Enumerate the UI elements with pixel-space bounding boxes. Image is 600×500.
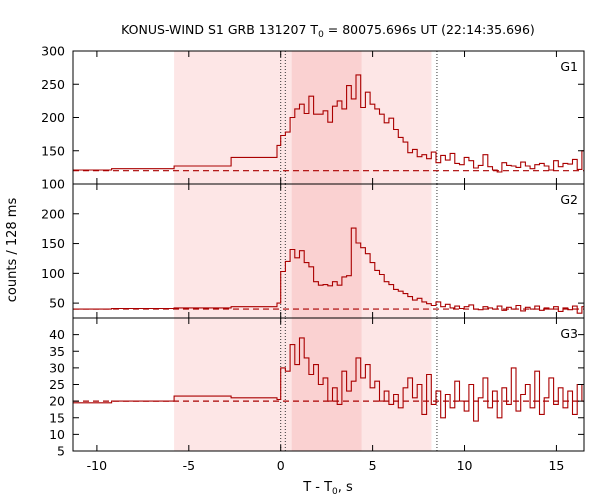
y-tick-label: 20	[49, 394, 65, 409]
y-tick-label: 150	[41, 236, 65, 251]
y-tick-label: 30	[49, 360, 65, 375]
x-tick-label: 15	[548, 458, 564, 473]
y-tick-label: 40	[49, 327, 65, 342]
panel-label: G2	[560, 192, 578, 207]
count-rate-histogram	[73, 74, 584, 173]
y-tick-label: 5	[57, 444, 65, 459]
x-tick-label: 10	[457, 458, 473, 473]
count-rate-histogram	[73, 337, 584, 422]
chart-title-prefix: KONUS-WIND S1 GRB 131207 T	[121, 22, 318, 37]
chart-title: KONUS-WIND S1 GRB 131207 T0 = 80075.696s…	[121, 22, 535, 40]
y-tick-label: 200	[41, 110, 65, 125]
chart-title-subscript: 0	[318, 30, 324, 40]
x-tick-label: -5	[183, 458, 195, 473]
y-axis-label: counts / 128 ms	[5, 198, 20, 303]
x-axis-label-prefix: T - T	[302, 480, 332, 495]
y-tick-label: 300	[41, 44, 65, 59]
x-axis: -10 -5 0 5 10 15	[87, 458, 565, 473]
panel-label: G3	[560, 326, 578, 341]
panel-g1: 100 150 200 250 300 G1	[41, 44, 585, 192]
panel-label: G1	[560, 59, 578, 74]
panel-frame	[72, 317, 585, 452]
panel-g2: 50 100 150 200 G2	[41, 183, 585, 319]
y-tick-label: 50	[49, 296, 65, 311]
y-tick-label: 25	[49, 377, 65, 392]
x-tick-label: -10	[87, 458, 107, 473]
y-tick-label: 100	[41, 266, 65, 281]
shaded-interval-2	[291, 51, 362, 184]
y-tick-label: 15	[49, 410, 65, 425]
y-tick-label: 150	[41, 143, 65, 158]
y-tick-label: 100	[41, 177, 65, 192]
shaded-interval-2	[291, 318, 362, 451]
y-tick-label: 35	[49, 344, 65, 359]
x-axis-label-subscript: 0	[332, 487, 338, 497]
x-axis-label-suffix: , s	[338, 480, 353, 495]
y-tick-label: 250	[41, 77, 65, 92]
x-tick-label: 5	[369, 458, 377, 473]
y-tick-label: 200	[41, 206, 65, 221]
y-tick-label: 10	[49, 427, 65, 442]
count-rate-histogram	[73, 227, 584, 314]
x-tick-label: 0	[277, 458, 285, 473]
x-axis-label: T - T0, s	[302, 480, 353, 497]
chart-title-suffix: = 80075.696s UT (22:14:35.696)	[324, 22, 535, 37]
